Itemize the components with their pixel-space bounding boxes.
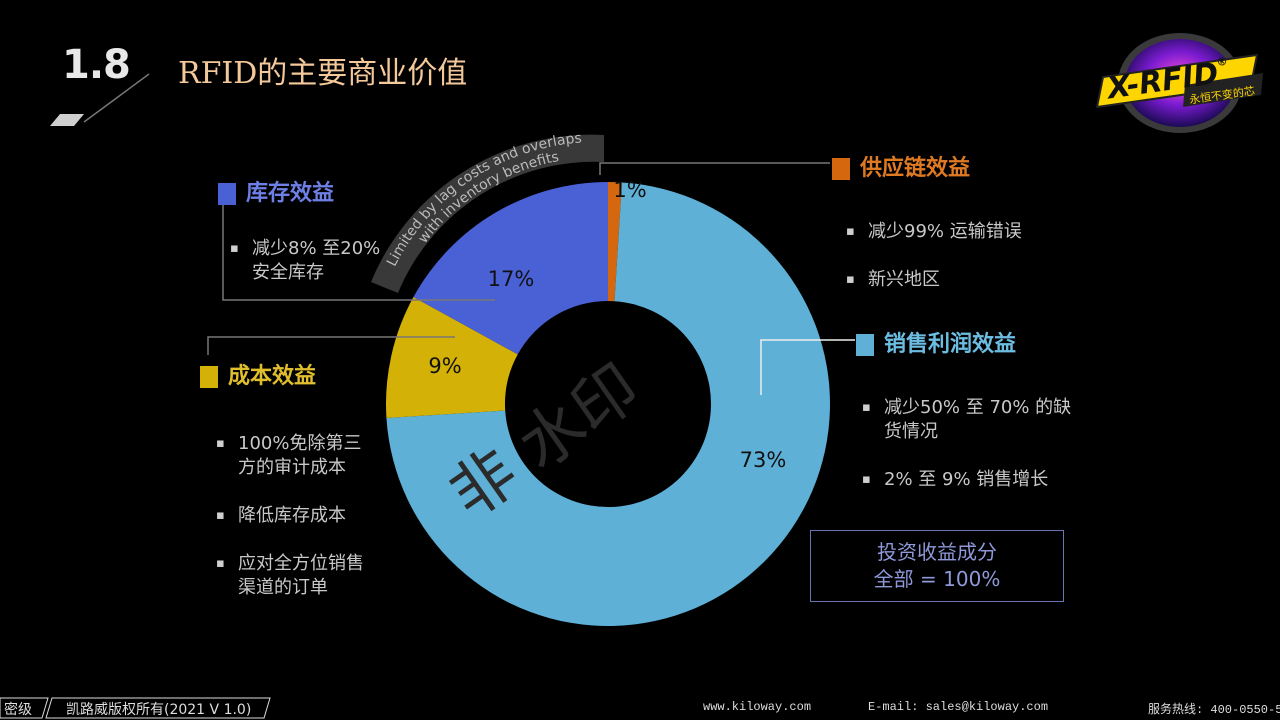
legend-inventory: 库存效益 减少8% 至20% 安全库存 — [218, 175, 380, 309]
sales-bullet-2: 2% 至 9% 销售增长 — [862, 468, 1071, 492]
sales-bullet-1: 减少50% 至 70% 的缺 货情况 — [862, 396, 1071, 444]
legend-cost: 成本效益 100%免除第三 方的审计成本 降低库存成本 应对全方位销售 渠道的订… — [200, 358, 364, 624]
cost-bullet-1: 100%免除第三 方的审计成本 — [216, 432, 364, 480]
donut-slice-2 — [386, 182, 831, 627]
donut-label-1: 1% — [613, 178, 646, 202]
footer-copyright: 凯路威版权所有(2021 V 1.0) — [66, 702, 252, 718]
lag-costs-banner — [371, 134, 604, 293]
note-line-1: 投资收益成分 — [877, 540, 997, 564]
footer-hotline: 服务热线: 400-0550-5 — [1148, 703, 1280, 717]
donut-label-3: 9% — [428, 354, 461, 378]
note-line-2: 全部 = 100% — [873, 567, 1001, 591]
inventory-bullet: 减少8% 至20% 安全库存 — [230, 237, 380, 285]
donut-slice-4 — [413, 182, 608, 355]
connector-inventory — [222, 200, 495, 301]
supply-bullet-1: 减少99% 运输错误 — [846, 220, 1022, 244]
supply-bullet-2: 新兴地区 — [846, 268, 1022, 292]
donut-label-4: 17% — [488, 267, 535, 291]
inventory-color-swatch — [218, 183, 236, 205]
inventory-title: 库存效益 — [246, 181, 335, 206]
supply-color-swatch — [832, 158, 850, 180]
roi-total-note: 投资收益成分 全部 = 100% — [810, 530, 1064, 602]
footer-website: www.kiloway.com — [703, 700, 812, 714]
donut-slice-1 — [608, 182, 622, 302]
cost-title: 成本效益 — [228, 364, 317, 389]
connector-sales — [760, 339, 855, 395]
sales-title: 销售利润效益 — [884, 332, 1017, 357]
footer-frame — [0, 697, 271, 719]
footer-email: E-mail: sales@kiloway.com — [868, 700, 1049, 714]
supply-title: 供应链效益 — [860, 156, 971, 181]
cost-bullet-2: 降低库存成本 — [216, 504, 364, 528]
donut-slice-3 — [386, 297, 518, 418]
legend-supply-chain: 供应链效益 减少99% 运输错误 新兴地区 — [832, 150, 1022, 316]
footer-classification: 密级 — [4, 702, 32, 718]
connector-cost — [207, 336, 455, 355]
cost-bullet-3: 应对全方位销售 渠道的订单 — [216, 552, 364, 600]
x-rfid-logo: X-RFID® 永恒不变的芯 — [1085, 25, 1275, 135]
connector-supply — [599, 162, 830, 175]
donut-label-2: 73% — [740, 448, 787, 472]
cost-color-swatch — [200, 366, 218, 388]
legend-sales-profit: 销售利润效益 减少50% 至 70% 的缺 货情况 2% 至 9% 销售增长 — [856, 326, 1071, 516]
sales-color-swatch — [856, 334, 874, 356]
section-number: 1.8 — [62, 42, 131, 88]
slide-title: RFID的主要商业价值 — [178, 56, 468, 91]
footer-bar: 密级 凯路威版权所有(2021 V 1.0) www.kiloway.com E… — [0, 694, 1280, 720]
section-slash-decoration — [50, 73, 150, 126]
